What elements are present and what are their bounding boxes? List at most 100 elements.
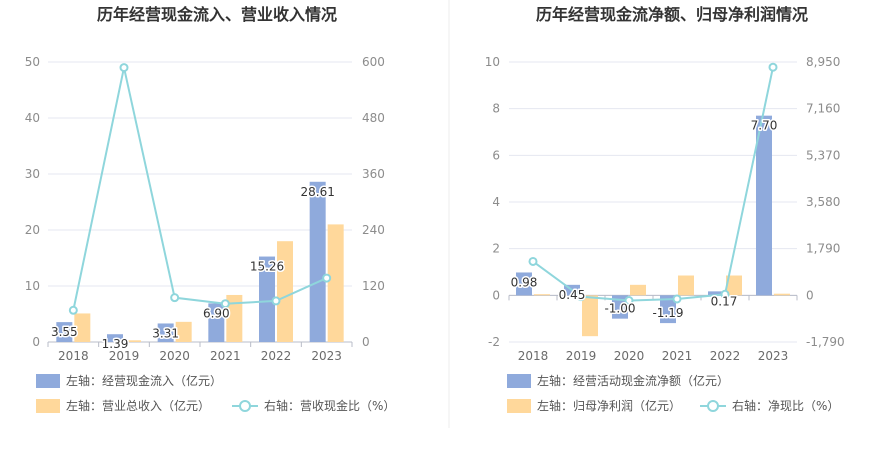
x-tick-label: 2019 — [109, 349, 140, 363]
ratio-point-1 — [119, 63, 129, 73]
y-tick-label-left: 2 — [492, 242, 500, 256]
y-tick-label-left: 30 — [25, 167, 40, 181]
y-tick-label-left: 20 — [25, 223, 40, 237]
x-tick-label: 2018 — [58, 349, 89, 363]
ratio-point-2 — [624, 296, 634, 306]
y-tick-label-right: 3,580 — [806, 195, 840, 209]
data-label: 3.55 — [51, 325, 78, 339]
y-tick-label-left: 8 — [492, 102, 500, 116]
ratio-point-5 — [768, 62, 778, 72]
y-tick-label-left: 4 — [492, 195, 500, 209]
chart-cashflow-revenue: 历年经营现金流入、营业收入情况 0 10 20 30 40 50 0 120 240 360 480… — [25, 5, 395, 413]
y-tick-label-right: 8,950 — [806, 55, 840, 69]
y-tick-label-right: 360 — [362, 167, 385, 181]
bar-1-5 — [327, 224, 344, 342]
data-label: 28.61 — [300, 185, 334, 199]
x-tick-label: 2023 — [758, 349, 789, 363]
ratio-point-2 — [170, 293, 180, 303]
chart-title: 历年经营现金流入、营业收入情况 — [97, 5, 337, 24]
x-tick-label: 2019 — [566, 349, 597, 363]
x-tick-label: 2022 — [261, 349, 292, 363]
y-tick-label-left: 10 — [485, 55, 500, 69]
legend-label: 左轴：经营活动现金流净额（亿元） — [537, 373, 729, 388]
y-tick-label-right: 120 — [362, 279, 385, 293]
y-tick-label-left: 10 — [25, 279, 40, 293]
y-tick-label-right: 7,160 — [806, 102, 840, 116]
bar-0-3 — [208, 303, 225, 342]
bar-0-2 — [157, 323, 174, 342]
bar-1-4 — [726, 275, 742, 296]
bar-0-5 — [756, 115, 772, 296]
data-label: -1.00 — [604, 302, 635, 316]
legend-label: 右轴：净现比（%） — [732, 398, 839, 413]
bar-1-1 — [125, 340, 141, 342]
bar-0-2 — [612, 295, 628, 319]
ratio-point-1 — [576, 292, 586, 302]
y-tick-label-left: 0 — [32, 335, 40, 349]
ratio-point-5 — [322, 273, 332, 283]
bar-0-3 — [660, 295, 676, 324]
x-tick-label: 2021 — [662, 349, 693, 363]
y-tick-label-left: 50 — [25, 55, 40, 69]
x-tick-label: 2018 — [518, 349, 549, 363]
bar-1-4 — [277, 241, 293, 342]
legend-label: 左轴：营业总收入（亿元） — [66, 398, 210, 413]
bar-1-1 — [582, 295, 598, 337]
ratio-point-4 — [720, 289, 730, 299]
legend-label: 左轴：归母净利润（亿元） — [537, 398, 681, 413]
chart-netcash-profit: 历年经营现金流净额、归母净利润情况 -2 0 2 4 6 8 10 -1,790 0 1,790 3… — [485, 5, 845, 413]
data-label: 3.31 — [152, 326, 179, 340]
x-tick-label: 2022 — [710, 349, 741, 363]
legend-swatch — [507, 399, 531, 413]
legend-swatch — [507, 374, 531, 388]
bar-0-0 — [516, 272, 532, 296]
bar-0-4 — [259, 256, 275, 342]
ratio-point-0 — [528, 256, 538, 266]
legend-swatch-marker — [707, 400, 719, 412]
x-tick-label: 2020 — [159, 349, 190, 363]
legend-swatch — [36, 399, 60, 413]
data-label: 6.90 — [203, 306, 230, 320]
ratio-point-3 — [672, 294, 682, 304]
y-tick-label-left: 6 — [492, 148, 500, 162]
legend-swatch — [36, 374, 60, 388]
y-tick-label-right: 0 — [362, 335, 370, 349]
y-tick-label-left: 0 — [492, 288, 500, 302]
data-label: 0.45 — [559, 288, 586, 302]
x-tick-label: 2021 — [210, 349, 241, 363]
y-tick-label-left: 40 — [25, 111, 40, 125]
x-tick-label: 2023 — [311, 349, 342, 363]
y-tick-label-right: 1,790 — [806, 242, 840, 256]
y-tick-label-right: 600 — [362, 55, 385, 69]
ratio-point-4 — [271, 296, 281, 306]
bar-0-1 — [107, 334, 123, 342]
bar-1-3 — [678, 275, 694, 296]
bar-0-4 — [708, 291, 724, 296]
bar-1-3 — [226, 294, 243, 342]
ratio-line — [72, 67, 328, 311]
y-tick-label-left: -2 — [488, 335, 500, 349]
bar-1-2 — [630, 284, 646, 296]
bar-0-0 — [56, 322, 73, 342]
bar-1-0 — [74, 313, 91, 342]
chart-title: 历年经营现金流净额、归母净利润情况 — [536, 5, 808, 24]
legend-label: 左轴：经营现金流入（亿元） — [66, 373, 222, 388]
y-tick-label-right: 0 — [806, 288, 814, 302]
bar-1-0 — [534, 294, 550, 296]
data-label: 0.98 — [511, 275, 538, 289]
y-tick-label-right: 240 — [362, 223, 385, 237]
y-tick-label-right: 480 — [362, 111, 385, 125]
bar-1-5 — [774, 293, 790, 296]
ratio-line — [532, 67, 774, 302]
ratio-point-3 — [220, 299, 230, 309]
bar-0-5 — [309, 181, 326, 342]
x-tick-label: 2020 — [614, 349, 645, 363]
data-label: 1.39 — [102, 337, 129, 351]
data-label: 0.17 — [711, 294, 738, 308]
legend-swatch-marker — [239, 400, 251, 412]
data-label: -1.19 — [652, 306, 683, 320]
data-label: 7.70 — [751, 119, 778, 133]
data-label: 15.26 — [250, 260, 284, 274]
y-tick-label-right: -1,790 — [806, 335, 845, 349]
